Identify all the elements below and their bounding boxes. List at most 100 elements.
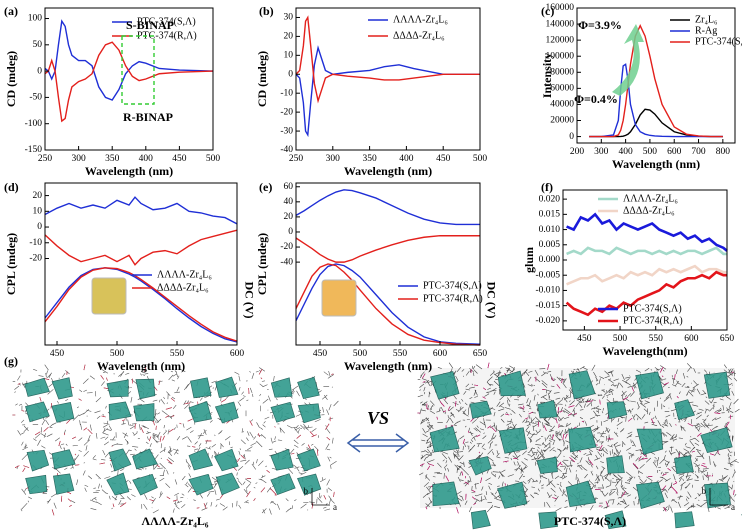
- axis-a: a: [333, 502, 337, 512]
- x-tick-label: 450: [577, 334, 592, 344]
- polyhedron: [538, 511, 558, 529]
- y-tick-label: 40000: [550, 100, 574, 110]
- y-tick-label: -10: [280, 88, 293, 98]
- x-tick-label: 600: [433, 349, 448, 359]
- polyhedron: [188, 473, 214, 496]
- y-tick-label: 0.005: [539, 240, 561, 250]
- y-tick-label: 60000: [550, 84, 574, 94]
- y-tick-label: 160000: [546, 3, 575, 13]
- panel-label: (g): [4, 354, 18, 368]
- y-tick-label: 0.020: [539, 194, 561, 204]
- data-line: [295, 235, 480, 263]
- x-tick-label: 450: [436, 154, 451, 164]
- y-axis-label: glum: [522, 247, 536, 273]
- polyhedron: [635, 371, 664, 400]
- plot-frame: [44, 182, 238, 346]
- y-tick-label: -0.015: [535, 301, 560, 311]
- data-line: [44, 41, 214, 123]
- polyhedron: [674, 511, 695, 529]
- annotation: Φ=3.9%: [578, 18, 622, 32]
- legend-label: PTC-374(S,Λ): [137, 16, 196, 27]
- polyhedron: [606, 401, 628, 420]
- polyhedron: [497, 370, 526, 397]
- y-axis-label: CPL (mdeg): [4, 233, 18, 295]
- data-line: [566, 212, 728, 252]
- polyhedron: [188, 448, 213, 471]
- y-tick-label: 20000: [550, 116, 574, 126]
- y-tick-label: -20: [29, 254, 42, 264]
- polyhedron: [133, 403, 155, 422]
- polyhedron: [498, 427, 528, 454]
- polyhedron: [536, 456, 558, 474]
- x-tick-label: 600: [667, 147, 682, 157]
- y-tick-label: -0.010: [535, 286, 560, 296]
- x-tick-label: 250: [289, 154, 304, 164]
- x-axis-label: Wavelength (nm): [97, 359, 185, 373]
- legend-label: PTC-374(R,Λ): [623, 315, 683, 326]
- x-tick-label: 550: [393, 349, 408, 359]
- chart-panel: (d) 450 500 550 600 -20 -10 0 10 20 Wavelength (nm…: [4, 180, 257, 373]
- y-tick-label: -20: [280, 242, 293, 252]
- x-axis-label: Wavelength(nm): [602, 344, 687, 358]
- polyhedron: [270, 377, 293, 398]
- polyhedron: [297, 403, 321, 424]
- chart-panel: (f) 450 500 550 600 650 -0.020 -0.015 -0.010 -0.0…: [522, 180, 735, 358]
- y-axis-label: CD (mdeg): [4, 51, 18, 107]
- y-tick-label: 20: [33, 191, 43, 201]
- y-tick-label: 120000: [546, 35, 575, 45]
- polyhedron: [703, 371, 731, 399]
- sample-photo: [321, 279, 357, 317]
- data-line: [295, 263, 481, 345]
- data-line: [566, 264, 727, 286]
- y-tick-label: 20: [284, 212, 294, 222]
- polyhedron: [700, 426, 733, 454]
- data-line: [295, 15, 480, 104]
- x-tick-label: 600: [230, 349, 245, 359]
- y-tick-label: 50: [33, 40, 43, 50]
- x-tick-label: 200: [570, 147, 585, 157]
- vs-label: VS: [367, 408, 389, 428]
- y-tick-label: 0.000: [539, 255, 561, 265]
- y-tick-label: 10: [33, 206, 43, 216]
- polyhedron: [270, 401, 296, 423]
- data-line: [589, 63, 723, 138]
- polyhedron: [297, 473, 322, 496]
- x-tick-label: 600: [684, 334, 699, 344]
- y-tick-label: 0.010: [539, 225, 561, 235]
- polyhedron: [190, 377, 212, 399]
- y-tick-label: -10: [29, 238, 42, 248]
- polyhedron: [537, 399, 558, 419]
- polyhedron: [188, 401, 212, 423]
- x-tick-label: 800: [716, 147, 731, 157]
- data-line: [44, 267, 238, 343]
- chart-panel: (e) 450 500 550 600 650 -40 -20 0 20 40 60 Wavelengt…: [255, 180, 499, 373]
- legend-label: ΔΔΔΔ-Zr₄L₆: [623, 205, 675, 216]
- y-axis-label: CD (mdeg): [255, 51, 269, 107]
- structure-label: ΛΛΛΛ-Zr₄L₆: [142, 514, 209, 528]
- y-tick-label: 30: [284, 13, 294, 23]
- data-line: [589, 108, 723, 138]
- data-line: [44, 229, 238, 266]
- x-tick-label: 650: [473, 349, 488, 359]
- polyhedron: [214, 448, 239, 472]
- x-tick-label: 400: [399, 154, 414, 164]
- y2-axis-label: DC (V): [242, 282, 256, 319]
- y-tick-label: -30: [280, 126, 293, 136]
- chart-panel: (b) 250 300 350 400 450 500 -40 -30 -20 -10 0 10 20 30…: [255, 4, 488, 178]
- annotation: R-BINAP: [123, 110, 173, 124]
- y-tick-label: 140000: [546, 19, 575, 29]
- data-line: [44, 196, 238, 225]
- polyhedron: [25, 474, 48, 495]
- y-tick-label: -0.020: [535, 316, 560, 326]
- axis-glyph: [709, 488, 728, 506]
- y-axis-label: CPL (mdeg): [255, 233, 269, 295]
- polyhedron: [704, 482, 731, 509]
- y-tick-label: 40: [284, 197, 294, 207]
- polyhedron: [470, 509, 491, 530]
- x-tick-label: 300: [594, 147, 609, 157]
- y-tick-label: 0: [569, 132, 574, 142]
- structure-label: PTC-374(S,Λ): [554, 514, 626, 528]
- sample-photo: [91, 277, 127, 315]
- y-tick-label: -100: [25, 119, 43, 129]
- y-tick-label: -150: [25, 145, 43, 155]
